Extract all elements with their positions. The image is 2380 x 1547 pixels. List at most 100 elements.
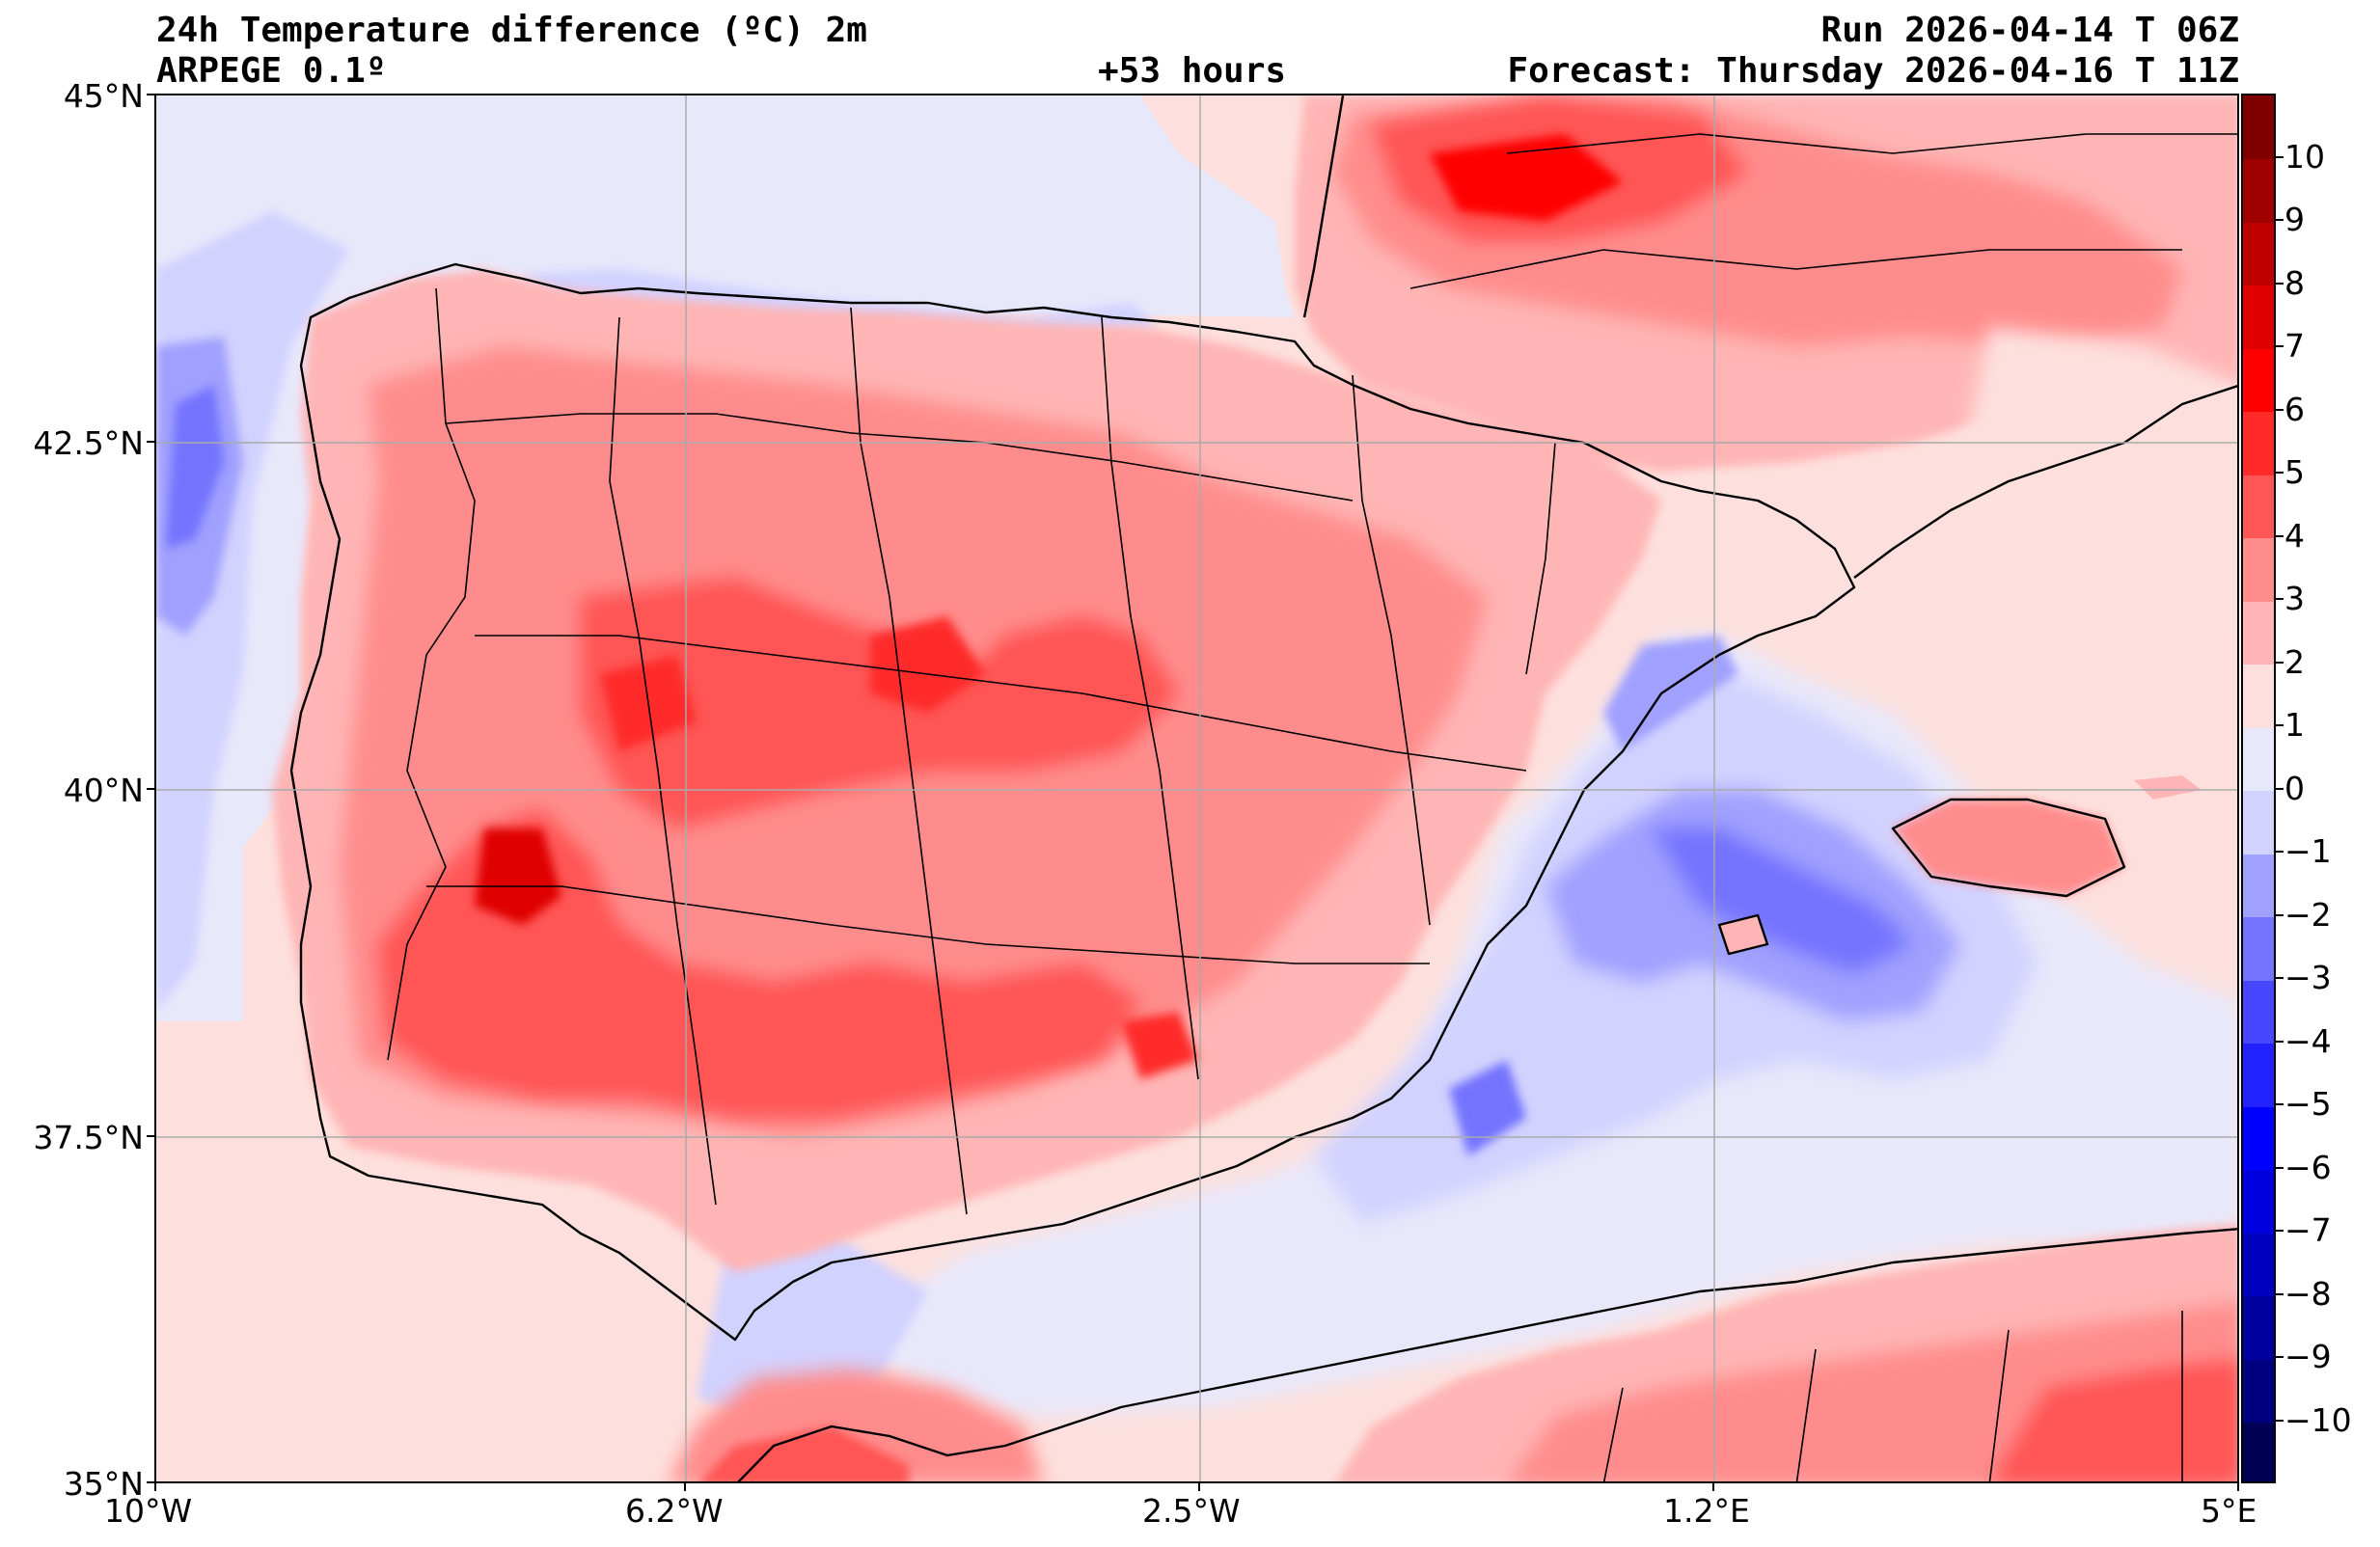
colorbar-label: −8 [2284,1274,2332,1313]
colorbar-tick [2276,1103,2284,1105]
run-label: Run 2026-04-14 T 06Z [1820,11,2239,50]
colorbar-tick [2276,345,2284,347]
colorbar-label: −9 [2284,1338,2332,1375]
colorbar-tick [2276,913,2284,916]
colorbar-label: −10 [2284,1400,2352,1439]
colorbar-segment [2243,537,2274,602]
colorbar-label: 6 [2284,390,2305,428]
colorbar-tick [2276,282,2284,285]
colorbar-tick [2276,598,2284,600]
menorca-warm [2134,775,2202,800]
lat-tick-42-5: 42.5°N [33,424,144,462]
colorbar-tick [2276,155,2284,158]
colorbar-segment [2243,1233,2274,1296]
colorbar-segment [2243,664,2274,728]
colorbar-label: −4 [2284,1021,2332,1060]
colorbar-label: −3 [2284,959,2332,996]
med-cool-4 [1652,828,1912,973]
france-warm-4 [1430,134,1623,221]
colorbar-tick [2276,1419,2284,1422]
mallorca-warm [1893,800,2124,896]
admin-borders [387,133,2237,1481]
colorbar-label: −2 [2284,895,2332,934]
colorbar-tick [2276,1356,2284,1358]
colorbar-tick [2276,1292,2284,1295]
colorbar-tick [2276,661,2284,664]
colorbar-segment [2243,222,2274,285]
graticule [156,95,2237,1481]
gulf-lion-pale [1951,327,2237,674]
colorbar-segment [2243,348,2274,412]
colorbar-tick [2276,472,2284,474]
iberia-warm-3 [581,578,1179,828]
coastlines [289,95,2237,1481]
lon-tick-5e: 5°E [2201,1492,2257,1530]
murcia-cool [1449,1060,1526,1156]
colorbar-tick [2276,1166,2284,1169]
temperature-map[interactable] [154,94,2239,1483]
model-label: ARPEGE 0.1º [156,51,387,91]
colorbar-segment [2243,916,2274,981]
colorbar-label: 1 [2284,706,2305,744]
colorbar-label: 0 [2284,769,2305,807]
lon-tick-2-5w: 2.5°W [1142,1492,1241,1530]
colorbar-segment [2243,601,2274,665]
colorbar-tick [2276,534,2284,537]
colorbar-label: −6 [2284,1148,2332,1186]
colorbar-segment [2243,285,2274,349]
colorbar-label: 7 [2284,327,2305,365]
colorbar-segment [2243,1359,2274,1423]
colorbar-label: 8 [2284,263,2305,302]
colorbar-segment [2243,1106,2274,1170]
colorbar-segment [2243,854,2274,917]
lat-tick-40: 40°N [63,772,144,809]
colorbar-label: −5 [2284,1085,2332,1123]
colorbar-label: −1 [2284,832,2332,870]
forecast-label: Forecast: Thursday 2026-04-16 T 11Z [1507,51,2239,91]
lead-time: +53 hours [1098,51,1287,91]
colorbar-label: 5 [2284,453,2305,491]
map-canvas [156,95,2237,1481]
mallorca-coast [1891,798,2126,898]
colorbar-segment [2243,980,2274,1044]
france-coast [1302,95,1345,318]
colorbar-segment [2243,1043,2274,1107]
colorbar-label: 4 [2284,516,2305,555]
colorbar-segment [2243,95,2274,159]
colorbar-segment [2243,158,2274,223]
iberia-warm-4 [378,809,1140,1118]
colorbar-label: 10 [2284,137,2325,176]
lat-tick-45: 45°N [63,77,144,115]
colorbar-segment [2243,1295,2274,1360]
ibiza-warm [1719,915,1767,954]
france-south-coast [1853,385,2237,579]
iberia-warm-8 [1121,1012,1198,1079]
colorbar-tick [2276,977,2284,979]
colorbar-tick [2276,851,2284,853]
lon-tick-1-2e: 1.2°E [1663,1492,1750,1530]
colorbar-segment [2243,411,2274,475]
colorbar-segment [2243,1422,2274,1481]
colorbar-tick [2276,787,2284,790]
colorbar-label: 9 [2284,201,2305,238]
colorbar-tick [2276,408,2284,411]
lon-tick-6-2w: 6.2°W [625,1492,724,1530]
colorbar-segment [2243,475,2274,538]
colorbar-label: 2 [2284,642,2305,681]
africa-coast [737,1228,2237,1481]
colorbar-label: −7 [2284,1211,2332,1249]
colorbar-tick [2276,1230,2284,1232]
lon-tick-10w: 10°W [104,1492,193,1530]
colorbar-tick [2276,724,2284,726]
colorbar [2241,94,2276,1483]
colorbar-segment [2243,727,2274,791]
colorbar-segment [2243,1169,2274,1234]
lat-tick-37-5: 37.5°N [33,1119,144,1156]
africa-warm-3 [1991,1359,2237,1481]
iberia-coast [289,262,1856,1342]
lat-tick-35: 35°N [63,1465,144,1503]
atlantic-cool-4 [166,385,224,549]
colorbar-tick [2276,1040,2284,1043]
iberia-warm-5 [475,828,561,925]
colorbar-label: 3 [2284,580,2305,617]
